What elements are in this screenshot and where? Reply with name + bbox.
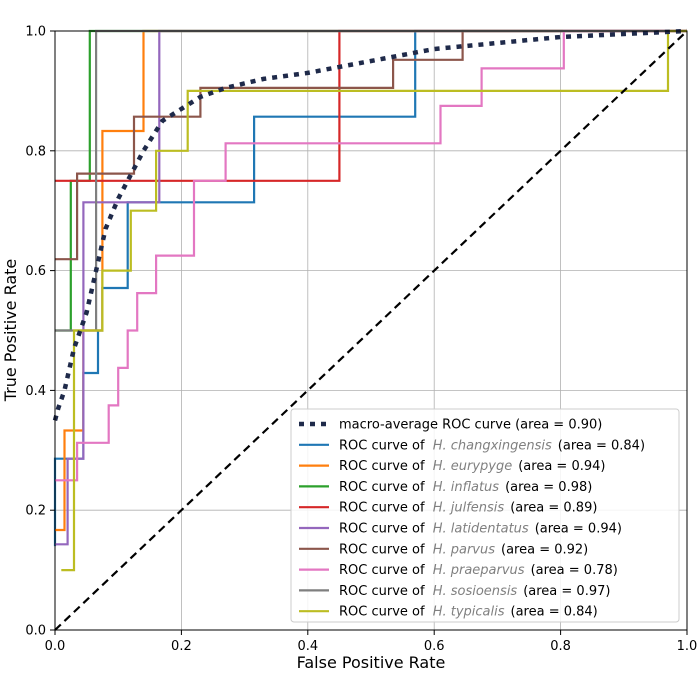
- grid: [54, 30, 688, 631]
- legend-label-h-sosioensis: ROC curve of H. sosioensis (area = 0.97): [339, 584, 610, 599]
- legend-area: (area = 0.97): [523, 584, 610, 599]
- x-tick-label: 0.2: [171, 639, 192, 654]
- roc-curve-h-parvus: [55, 29, 687, 261]
- roc-curve-h-praeparvus: [55, 29, 687, 482]
- legend-label-h-eurypyge: ROC curve of H. eurypyge (area = 0.94): [339, 459, 605, 474]
- legend-label-h-julfensis: ROC curve of H. julfensis (area = 0.89): [339, 501, 597, 516]
- y-tick-label: 0.4: [25, 384, 46, 399]
- legend-label-macro: macro-average ROC curve (area = 0.90): [339, 418, 602, 433]
- legend-species-name: H. praeparvus: [433, 563, 525, 578]
- legend-label-h-parvus: ROC curve of H. parvus (area = 0.92): [339, 542, 588, 557]
- x-tick-label: 0.0: [45, 639, 66, 654]
- legend-prefix: ROC curve of: [339, 605, 429, 620]
- y-tick-label: 0.8: [25, 144, 46, 159]
- legend-prefix: ROC curve of: [339, 438, 429, 453]
- legend-prefix: ROC curve of: [339, 584, 429, 599]
- legend-prefix: ROC curve of: [339, 542, 429, 557]
- legend-species-name: H. julfensis: [433, 501, 505, 516]
- legend-area: (area = 0.92): [501, 542, 588, 557]
- y-tick-label: 0.2: [25, 504, 46, 519]
- legend-label-h-latidentatus: ROC curve of H. latidentatus (area = 0.94…: [339, 522, 622, 537]
- y-tick-label: 0.0: [25, 624, 46, 639]
- legend-prefix: ROC curve of: [339, 480, 429, 495]
- legend-box: [290, 408, 680, 623]
- legend-area: (area = 0.78): [531, 563, 618, 578]
- legend-species-name: H. changxingensis: [433, 438, 552, 453]
- legend-species-name: H. latidentatus: [433, 522, 529, 537]
- tick-marks: 0.0 0.2 0.4 0.6 0.8 1.0 0.0 0.2 0.4 0.6 0.8 1.0: [25, 25, 697, 655]
- legend-species-name: H. sosioensis: [433, 584, 518, 599]
- legend-prefix: ROC curve of: [339, 459, 429, 474]
- legend-area: (area = 0.84): [558, 438, 645, 453]
- legend-area: (area = 0.84): [511, 605, 598, 620]
- x-tick-label: 0.4: [297, 639, 318, 654]
- legend-area: (area = 0.89): [510, 501, 597, 516]
- legend-species-name: H. parvus: [433, 542, 496, 557]
- legend-area: (area = 0.98): [505, 480, 592, 495]
- legend-label-h-changxingensis: ROC curve of H. changxingensis (area = 0.…: [339, 438, 645, 453]
- x-axis-label: False Positive Rate: [297, 653, 446, 672]
- y-tick-label: 0.6: [25, 264, 46, 279]
- x-tick-label: 1.0: [677, 639, 698, 654]
- legend-species-name: H. inflatus: [433, 480, 500, 495]
- plot-frame: [54, 30, 688, 631]
- legend-area: (area = 0.94): [518, 459, 605, 474]
- x-tick-label: 0.6: [424, 639, 445, 654]
- y-axis-label: True Positive Rate: [1, 259, 20, 403]
- macro-average-curve: [52, 28, 688, 421]
- legend-area: (area = 0.94): [535, 522, 622, 537]
- x-tick-label: 0.8: [550, 639, 571, 654]
- legend-label-h-praeparvus: ROC curve of H. praeparvus (area = 0.78): [339, 563, 618, 578]
- chance-diagonal-line: [54, 30, 688, 631]
- legend-label-h-inflatus: ROC curve of H. inflatus (area = 0.98): [339, 480, 592, 495]
- legend-prefix: ROC curve of: [339, 522, 429, 537]
- legend-species-name: H. typicalis: [433, 605, 505, 620]
- legend-label-h-typicalis: ROC curve of H. typicalis (area = 0.84): [339, 605, 598, 620]
- legend-prefix: ROC curve of: [339, 501, 429, 516]
- legend: macro-average ROC curve (area = 0.90) ROC…: [290, 408, 680, 623]
- legend-prefix: ROC curve of: [339, 563, 429, 578]
- y-tick-label: 1.0: [25, 25, 46, 40]
- legend-species-name: H. eurypyge: [433, 459, 513, 474]
- roc-curve-h-typicalis: [61, 29, 687, 572]
